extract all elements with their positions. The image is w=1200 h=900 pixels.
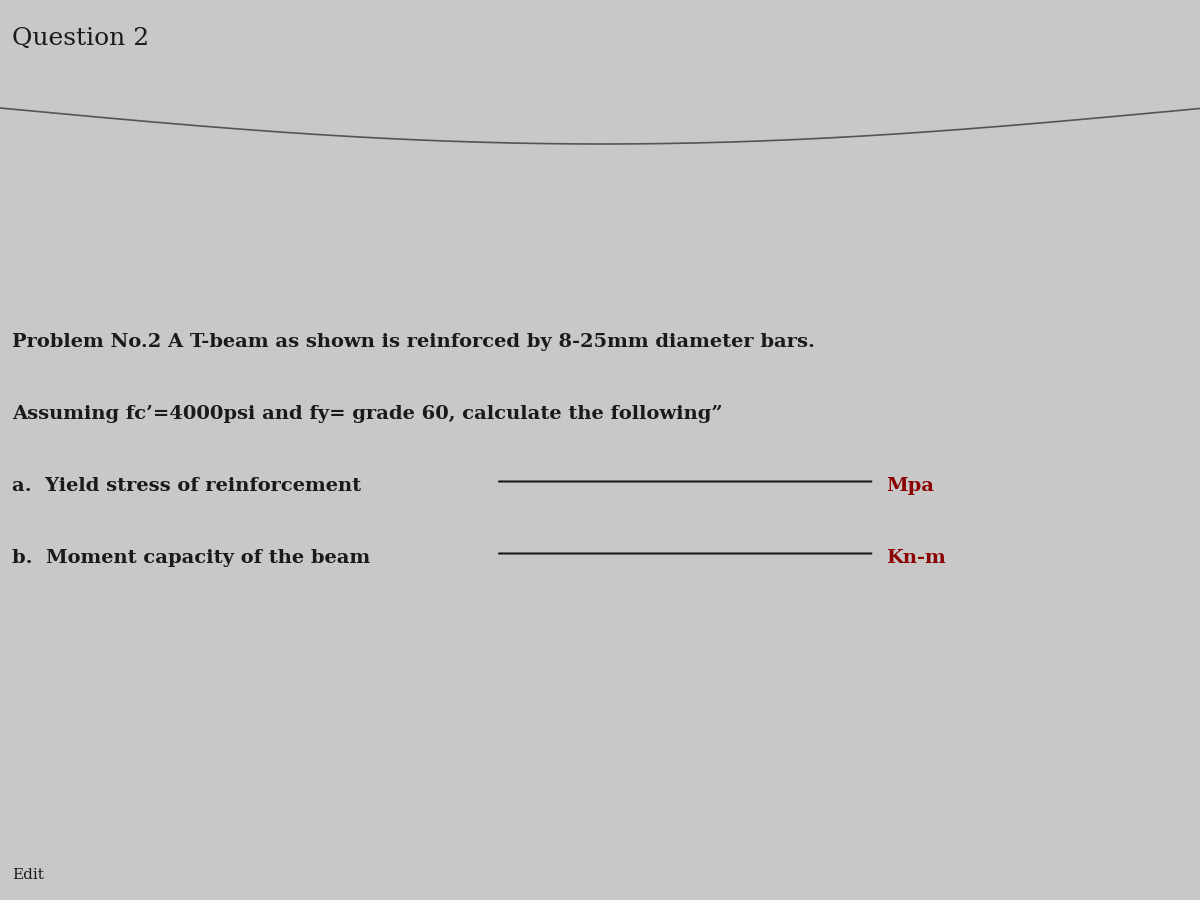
Text: a.  Yield stress of reinforcement: a. Yield stress of reinforcement [12, 477, 361, 495]
Text: Assuming fc’=4000psi and fy= grade 60, calculate the following”: Assuming fc’=4000psi and fy= grade 60, c… [12, 405, 722, 423]
Text: Mpa: Mpa [886, 477, 934, 495]
Text: Kn-m: Kn-m [886, 549, 946, 567]
Text: Question 2: Question 2 [12, 27, 149, 50]
Text: Edit: Edit [12, 868, 43, 882]
Text: Problem No.2 A T-beam as shown is reinforced by 8-25mm diameter bars.: Problem No.2 A T-beam as shown is reinfo… [12, 333, 815, 351]
Text: b.  Moment capacity of the beam: b. Moment capacity of the beam [12, 549, 370, 567]
